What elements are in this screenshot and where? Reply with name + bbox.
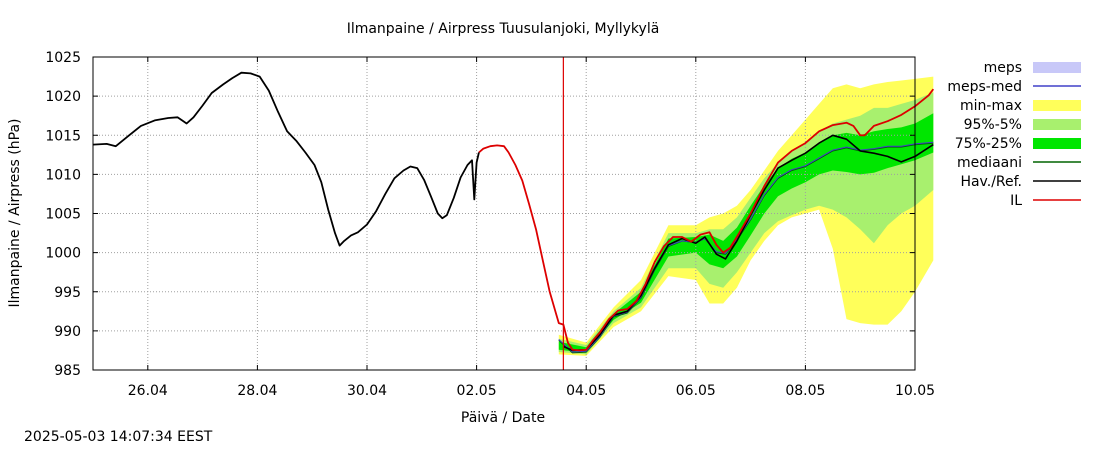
y-tick-label: 1000	[45, 246, 81, 262]
x-axis-label: Päivä / Date	[461, 410, 545, 426]
chart-title: Ilmanpaine / Airpress Tuusulanjoki, Myll…	[347, 21, 660, 37]
legend-label-min-max: min-max	[960, 98, 1022, 114]
legend-label-meps-med: meps-med	[947, 79, 1022, 95]
legend-swatch-75-25	[1033, 138, 1081, 149]
legend-label-75-25: 75%-25%	[955, 136, 1022, 152]
grid	[93, 57, 915, 370]
y-tick-label: 995	[54, 285, 81, 301]
y-tick-label: 1025	[45, 50, 81, 66]
y-tick-label: 1005	[45, 207, 81, 223]
legend-label-hav-ref: Hav./Ref.	[960, 174, 1022, 190]
x-tick-label: 08.05	[785, 383, 825, 399]
y-tick-label: 985	[54, 363, 81, 379]
y-axis-label: Ilmanpaine / Airpress (hPa)	[7, 119, 23, 308]
series-line-hav-ref	[92, 71, 480, 247]
y-tick-label: 990	[54, 324, 81, 340]
x-tick-label: 02.05	[457, 383, 497, 399]
legend-swatch-meps	[1033, 62, 1081, 73]
legend: meps meps-med min-max 95%-5% 75%-25% mediaani…	[947, 60, 1081, 209]
legend-label-95-5: 95%-5%	[964, 117, 1022, 133]
legend-swatch-95-5	[1033, 119, 1081, 130]
legend-label-meps: meps	[984, 60, 1022, 76]
y-tick-label: 1015	[45, 128, 81, 144]
timestamp: 2025-05-03 14:07:34 EEST	[24, 429, 213, 445]
y-tick-label: 1020	[45, 89, 81, 105]
x-tick-label: 26.04	[128, 383, 168, 399]
axis-ticks: 985 990 995 1000 1005 1010 1015 1020 1025 26.04 28…	[45, 50, 935, 399]
legend-label-il: IL	[1010, 193, 1022, 209]
series-lines	[92, 71, 935, 354]
x-tick-label: 06.05	[676, 383, 716, 399]
x-tick-label: 10.05	[895, 383, 935, 399]
band-75-25	[558, 113, 934, 353]
legend-swatch-min-max	[1033, 100, 1081, 111]
legend-label-mediaani: mediaani	[957, 155, 1022, 171]
x-tick-label: 30.04	[347, 383, 387, 399]
x-tick-label: 04.05	[566, 383, 606, 399]
series-line-il	[478, 88, 935, 352]
series-line-hav-ref-forecast	[563, 134, 934, 352]
y-tick-label: 1010	[45, 167, 81, 183]
x-tick-label: 28.04	[237, 383, 277, 399]
